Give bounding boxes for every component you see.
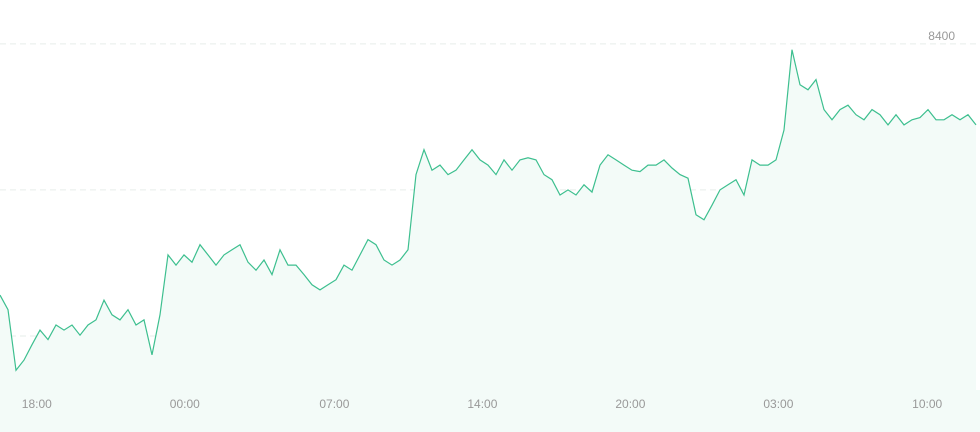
x-tick-label: 00:00	[170, 397, 200, 411]
y-tick-label: 8400	[928, 29, 955, 43]
x-tick-label: 03:00	[763, 397, 793, 411]
x-tick-label: 10:00	[912, 397, 942, 411]
x-tick-label: 14:00	[467, 397, 497, 411]
x-tick-label: 18:00	[22, 397, 52, 411]
area	[0, 49, 976, 432]
x-tick-label: 20:00	[615, 397, 645, 411]
x-tick-label: 07:00	[319, 397, 349, 411]
line	[0, 49, 977, 372]
